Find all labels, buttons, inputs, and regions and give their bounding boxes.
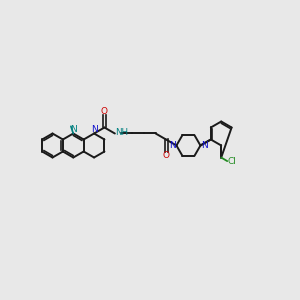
Text: NH: NH	[115, 128, 128, 137]
Text: N: N	[169, 141, 176, 150]
Text: Cl: Cl	[227, 157, 236, 166]
Text: N: N	[70, 125, 77, 134]
Text: N: N	[91, 125, 98, 134]
Text: O: O	[101, 107, 108, 116]
Text: N: N	[201, 141, 208, 150]
Text: O: O	[163, 151, 170, 160]
